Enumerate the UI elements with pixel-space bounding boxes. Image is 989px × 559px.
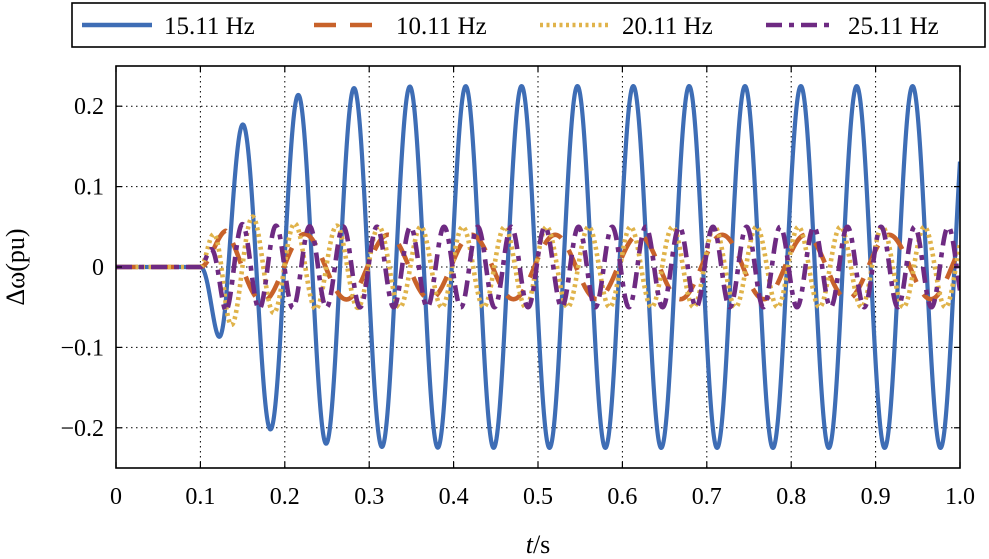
legend-label: 20.11 Hz — [622, 13, 713, 40]
y-axis-title: Δω(pu) — [1, 228, 30, 305]
x-axis-title: t/s — [526, 530, 551, 559]
x-tick-label: 0.2 — [270, 484, 300, 510]
x-tick-label: 0.6 — [607, 484, 637, 510]
x-tick-label: 0.5 — [523, 484, 553, 510]
x-tick-label: 0.8 — [776, 484, 806, 510]
x-tick-label: 0.3 — [354, 484, 384, 510]
x-tick-label: 0.1 — [185, 484, 215, 510]
x-tick-label: 0.4 — [439, 484, 469, 510]
legend-label: 10.11 Hz — [396, 13, 487, 40]
legend-box — [71, 2, 986, 48]
legend-label: 25.11 Hz — [848, 13, 939, 40]
y-tick-label: −0.2 — [60, 416, 104, 442]
series-group — [116, 83, 960, 450]
series-line-25-11-hz — [116, 221, 960, 314]
legend-label: 15.11 Hz — [164, 13, 255, 40]
x-tick-label: 0.7 — [692, 484, 722, 510]
axis-ticks: 0 0.1 0.2 0.3 0.4 0.5 0.6 0.7 0.8 0.9 1.0 −0.2 −0.1 0… — [60, 66, 975, 510]
x-tick-label: 1.0 — [945, 484, 975, 510]
x-tick-label: 0.9 — [861, 484, 891, 510]
y-tick-label: −0.1 — [60, 335, 104, 361]
series-line-15-11-hz — [116, 83, 960, 450]
y-tick-label: 0.1 — [74, 175, 104, 201]
y-tick-label: 0 — [92, 255, 104, 281]
legend: 15.11 Hz 10.11 Hz 20.11 Hz 25.11 Hz — [71, 2, 986, 48]
y-tick-label: 0.2 — [74, 94, 104, 120]
x-tick-label: 0 — [110, 484, 122, 510]
